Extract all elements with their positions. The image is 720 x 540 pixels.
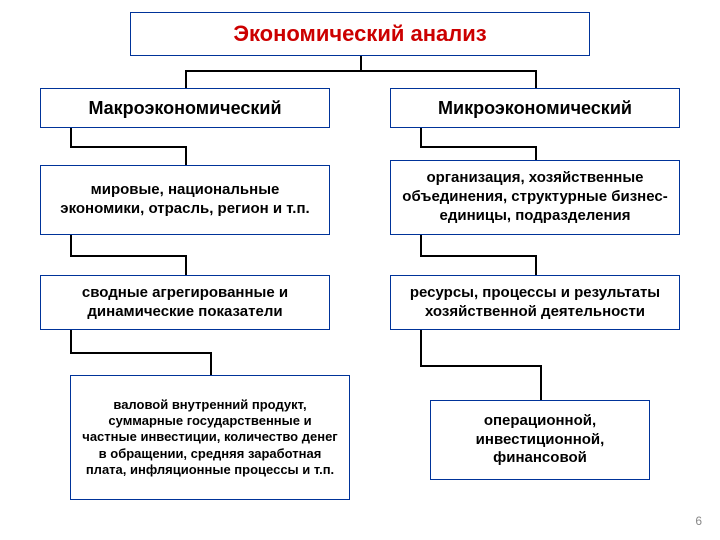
micro-l1-text: организация, хозяйственные объединения, … — [401, 169, 669, 225]
conn-macro-h-l1-h — [70, 146, 185, 148]
macro-heading-text: Макроэкономический — [88, 97, 281, 120]
micro-l3-box: операционной, инвестиционной, финансовой — [430, 400, 650, 480]
conn-macro-l1-l2-v1 — [70, 235, 72, 255]
micro-l2-text: ресурсы, процессы и результаты хозяйстве… — [401, 284, 669, 322]
micro-heading-text: Микроэкономический — [438, 97, 632, 120]
conn-micro-l1-l2-v1 — [420, 235, 422, 255]
conn-macro-l2-l3-v1 — [70, 330, 72, 352]
macro-l1-text: мировые, национальные экономики, отрасль… — [51, 181, 319, 219]
conn-micro-l1-l2-h — [420, 255, 535, 257]
conn-macro-h-l1-v2 — [185, 146, 187, 165]
conn-title-down — [360, 56, 362, 70]
conn-macro-l2-l3-v2 — [210, 352, 212, 375]
title-text: Экономический анализ — [233, 20, 486, 48]
conn-micro-l2-l3-h — [420, 365, 540, 367]
conn-micro-l2-l3-v1 — [420, 330, 422, 365]
conn-macro-l1-l2-v2 — [185, 255, 187, 275]
macro-l2-text: сводные агрегированные и динамические по… — [51, 284, 319, 322]
page-number: 6 — [695, 514, 702, 528]
macro-l3-text: валовой внутренний продукт, суммарные го… — [81, 397, 339, 478]
macro-heading-box: Макроэкономический — [40, 88, 330, 128]
conn-macro-l1-l2-h — [70, 255, 185, 257]
page-number-text: 6 — [695, 514, 702, 528]
conn-macro-l2-l3-h — [70, 352, 210, 354]
conn-micro-h-l1-v2 — [535, 146, 537, 160]
macro-l3-box: валовой внутренний продукт, суммарные го… — [70, 375, 350, 500]
micro-heading-box: Микроэкономический — [390, 88, 680, 128]
macro-l1-box: мировые, национальные экономики, отрасль… — [40, 165, 330, 235]
conn-title-horiz — [185, 70, 535, 72]
macro-l2-box: сводные агрегированные и динамические по… — [40, 275, 330, 330]
conn-micro-l2-l3-v2 — [540, 365, 542, 400]
conn-macro-h-l1-v1 — [70, 128, 72, 146]
conn-micro-l1-l2-v2 — [535, 255, 537, 275]
micro-l1-box: организация, хозяйственные объединения, … — [390, 160, 680, 235]
title-box: Экономический анализ — [130, 12, 590, 56]
conn-to-macro — [185, 70, 187, 88]
micro-l2-box: ресурсы, процессы и результаты хозяйстве… — [390, 275, 680, 330]
conn-micro-h-l1-h — [420, 146, 535, 148]
conn-micro-h-l1-v1 — [420, 128, 422, 146]
micro-l3-text: операционной, инвестиционной, финансовой — [441, 412, 639, 468]
conn-to-micro — [535, 70, 537, 88]
